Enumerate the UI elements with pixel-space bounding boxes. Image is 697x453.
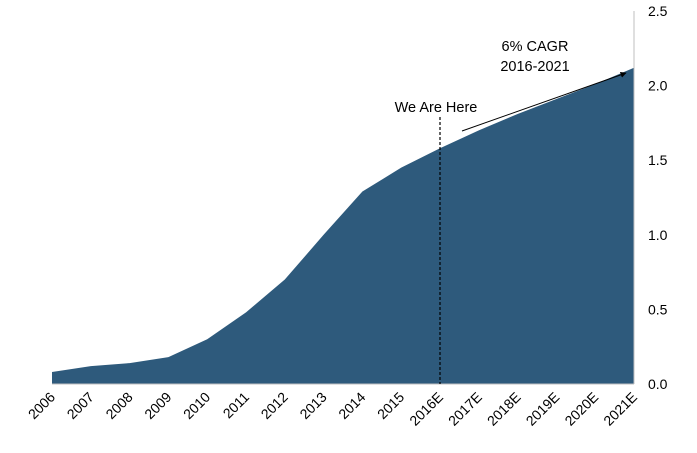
y-tick-label: 1.0 (648, 227, 668, 243)
y-tick-label: 2.0 (648, 78, 668, 94)
x-tick-label: 2013 (296, 389, 329, 422)
x-tick-label: 2012 (258, 389, 291, 422)
we-are-here-label: We Are Here (395, 100, 478, 116)
x-tick-label: 2011 (220, 389, 253, 422)
x-tick-label: 2018E (484, 389, 524, 429)
x-tick-label: 2015 (374, 389, 407, 422)
x-tick-label: 2020E (561, 389, 601, 429)
x-tick-label: 2007 (64, 389, 97, 422)
y-tick-labels: 0.0 0.5 1.0 1.5 2.0 2.5 (648, 3, 668, 392)
y-tick-label: 0.0 (648, 376, 668, 392)
cagr-period-label: 2016-2021 (500, 59, 569, 75)
cagr-arrow (461, 71, 627, 132)
y-tick-label: 1.5 (648, 152, 668, 168)
x-tick-label: 2014 (335, 389, 368, 422)
cagr-label: 6% CAGR (502, 39, 569, 55)
x-tick-label: 2010 (180, 389, 213, 422)
x-tick-label: 2021E (600, 389, 640, 429)
x-tick-label: 2006 (25, 389, 58, 422)
y-tick-label: 2.5 (648, 3, 668, 19)
x-tick-label: 2017E (445, 389, 485, 429)
x-tick-label: 2008 (102, 389, 135, 422)
x-tick-labels: 2006 2007 2008 2009 2010 2011 2012 2013 2014 2015… (25, 389, 640, 429)
y-tick-label: 0.5 (648, 301, 668, 317)
x-tick-label: 2019E (523, 389, 563, 429)
x-tick-label: 2009 (141, 389, 174, 422)
x-tick-label: 2016E (406, 389, 446, 429)
series-area (52, 67, 634, 384)
